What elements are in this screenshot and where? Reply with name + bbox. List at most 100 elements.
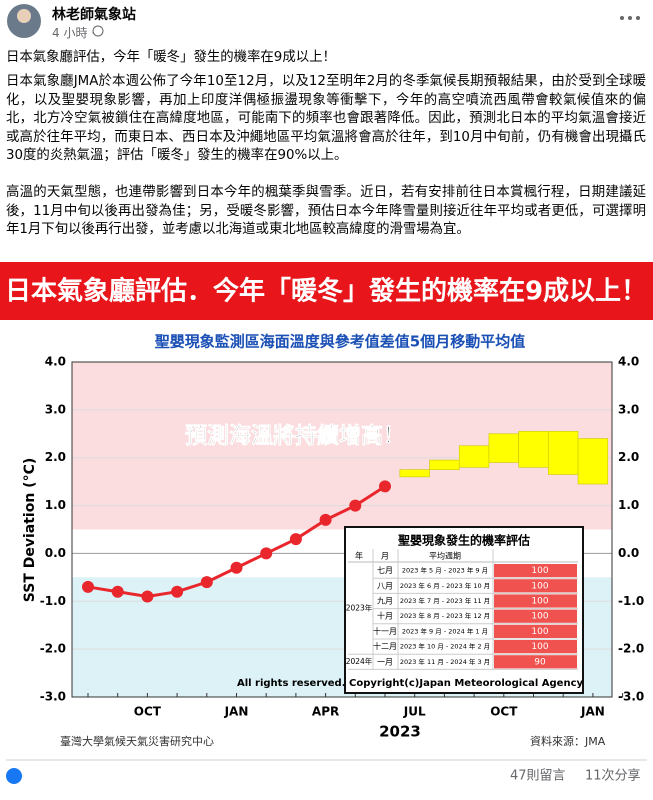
credit-left: 臺灣大學氣候天氣災害研究中心 xyxy=(60,734,214,748)
y-tick-label: 1.0 xyxy=(45,498,66,512)
chart: 聖嬰現象監測區海面溫度與參考值差值5個月移動平均值 -3.0 -3.0 -2.0 -2.… xyxy=(22,333,644,749)
table-value-cell xyxy=(494,655,577,669)
table-value-cell xyxy=(494,624,577,638)
table-period: 2023 年 8 月 - 2023 年 12 月 xyxy=(400,611,490,620)
table-period: 2023 年 5 月 - 2023 年 9 月 xyxy=(402,566,488,575)
table-period: 2023 年 6 月 - 2023 年 10 月 xyxy=(400,581,490,590)
forecast-range xyxy=(577,438,609,485)
table-month: 八月 xyxy=(377,581,393,590)
y2-tick-label: 4.0 xyxy=(618,355,639,369)
credit-right: 資料來源：JMA xyxy=(530,734,606,748)
data-point xyxy=(82,580,94,593)
annotation: 預測海溫將持續增高！ xyxy=(185,423,405,449)
table-month: 九月 xyxy=(377,597,393,606)
post-time[interactable]: 4 小時 · xyxy=(52,26,96,40)
table-year: 2023年 xyxy=(346,603,373,613)
y2-tick-label: 3.0 xyxy=(618,402,639,416)
like-icon[interactable] xyxy=(6,768,22,784)
table-month: 一月 xyxy=(377,657,393,666)
banner xyxy=(0,262,653,320)
table-value-cell xyxy=(494,609,577,623)
table-value: 90 xyxy=(534,657,546,667)
table-period: 2023 年 7 月 - 2023 年 11 月 xyxy=(400,596,490,605)
table-header: 年 xyxy=(355,551,363,561)
table-month: 十一月 xyxy=(373,626,397,636)
table-header: 平均週期 xyxy=(429,551,461,561)
forecast-range xyxy=(518,431,549,468)
table-period: 2023 年 9 月 - 2024 年 1 月 xyxy=(402,626,488,635)
table-value: 100 xyxy=(531,627,548,637)
shares-count[interactable]: 11次分享 xyxy=(585,768,641,784)
plot-frame xyxy=(71,361,613,698)
y-tick-label: 4.0 xyxy=(45,355,66,369)
y-tick-label: -3.0 xyxy=(40,690,66,704)
banner-text: 日本氣象廳評估．今年「暖冬」發生的機率在9成以上！ xyxy=(5,276,647,307)
x-tick-label: JAN xyxy=(224,705,249,719)
y2-tick-label: -1.0 xyxy=(618,594,644,608)
data-point xyxy=(111,585,124,598)
y2-tick-label: 2.0 xyxy=(618,450,639,464)
table-header: 月 xyxy=(381,552,389,561)
menu-dot[interactable] xyxy=(628,16,632,20)
paragraph: 高溫的天氣型態，也連帶影響到日本今年的楓葉季與雪季。近日，若有安排前往日本賞楓行… xyxy=(6,185,646,238)
data-point xyxy=(289,533,302,546)
time: 4 小時 xyxy=(52,26,88,40)
table-value-cell xyxy=(494,579,577,593)
data-point xyxy=(141,590,154,603)
menu-dot xyxy=(636,16,640,20)
table-value: 100 xyxy=(531,581,548,591)
table-period: 2023 年 10 月 - 2024 年 2 月 xyxy=(400,642,490,651)
y2-tick-label: -2.0 xyxy=(618,642,644,656)
data-point xyxy=(379,480,391,493)
avatar-face xyxy=(17,9,31,23)
y-tick-label: -2.0 xyxy=(40,642,66,656)
table-value: 100 xyxy=(531,597,548,607)
data-point xyxy=(349,499,362,512)
data-point xyxy=(260,547,273,560)
y2-tick-label: -3.0 xyxy=(618,690,644,704)
data-point xyxy=(200,576,213,589)
table-value-cell xyxy=(494,564,577,578)
x-tick-label: JAN xyxy=(580,705,605,719)
table-value-cell xyxy=(494,594,577,608)
data-point xyxy=(171,585,184,598)
headline: 日本氣象廳評估，今年「暖冬」發生的機率在9成以上！ xyxy=(6,50,336,65)
table-value-cell xyxy=(494,640,577,654)
y2-tick-label: 1.0 xyxy=(618,498,639,512)
forecast-range xyxy=(399,469,430,478)
y2-tick-label: 0.0 xyxy=(618,546,639,560)
x-tick-label: OCT xyxy=(134,705,162,719)
forecast-range xyxy=(429,459,460,470)
copyright: All rights reserved. Copyright(c)Japan M… xyxy=(237,678,584,689)
table-month: 七月 xyxy=(377,566,393,575)
y-tick-label: 2.0 xyxy=(45,450,66,464)
table-title: 聖嬰現象發生的機率評估 xyxy=(398,533,530,548)
y-axis-label: SST Deviation (°C) xyxy=(22,458,38,602)
y-tick-label: -1.0 xyxy=(40,594,66,608)
chart-title: 聖嬰現象監測區海面溫度與參考值差值5個月移動平均值 xyxy=(155,333,525,351)
table-value: 100 xyxy=(531,612,548,622)
data-point xyxy=(230,561,243,574)
x-tick-label: OCT xyxy=(490,705,518,719)
table-period: 2023 年 11 月 - 2024 年 3 月 xyxy=(400,657,490,666)
menu-dot xyxy=(620,16,624,20)
forecast-range xyxy=(488,433,519,463)
forecast-range xyxy=(458,445,490,468)
paragraph: 日本氣象廳JMA於本週公佈了今年10至12月，以及12至明年2月的冬季氣候長期預… xyxy=(6,74,646,164)
table-month: 十月 xyxy=(377,611,393,621)
author[interactable]: 林老師氣象站 xyxy=(52,7,136,23)
globe-icon xyxy=(92,25,104,37)
table-year: 2024年 xyxy=(346,656,373,666)
y-tick-label: 0.0 xyxy=(45,546,66,560)
x-tick-label: JUL xyxy=(403,705,426,719)
y-tick-label: 3.0 xyxy=(45,402,66,416)
data-point xyxy=(319,513,332,526)
table-value: 100 xyxy=(531,642,548,652)
forecast-range xyxy=(548,431,579,475)
x-axis-label: 2023 xyxy=(379,723,421,741)
comments-count[interactable]: 47則留言 xyxy=(510,769,566,784)
table-value: 100 xyxy=(531,566,548,576)
x-tick-label: APR xyxy=(312,705,339,719)
